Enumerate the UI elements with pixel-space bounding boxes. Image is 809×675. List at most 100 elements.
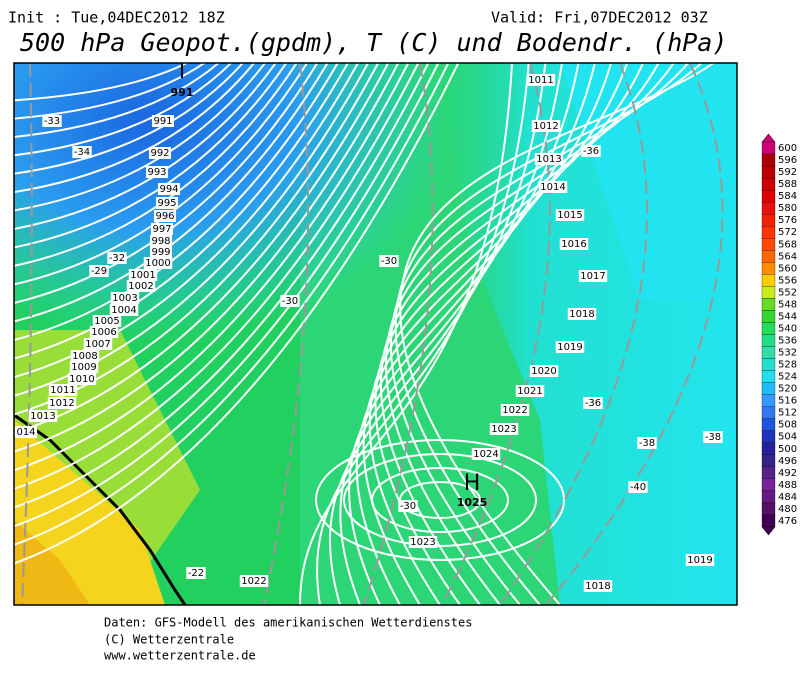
legend-swatch — [761, 394, 776, 407]
legend-swatch — [761, 298, 776, 311]
pressure-label-box — [92, 315, 122, 327]
pressure-label-box — [150, 223, 174, 235]
legend-swatch — [761, 418, 776, 431]
legend-swatch — [761, 382, 776, 395]
legend-swatch — [761, 514, 776, 528]
pressure-label-box — [149, 235, 173, 247]
isobar — [14, 63, 420, 490]
isobar — [399, 63, 716, 605]
pressure-label-box — [526, 74, 556, 86]
legend-swatch — [761, 165, 776, 179]
legend-label: 532 — [778, 348, 797, 359]
pressure-label: 1018 — [569, 309, 594, 320]
isobar — [14, 63, 450, 546]
pressure-label-box — [148, 147, 172, 159]
pressure-label: 999 — [151, 247, 170, 258]
isobar — [14, 63, 233, 157]
legend-label: 536 — [778, 335, 797, 346]
map-area: 9919929939949959969979989991000100110021… — [14, 59, 737, 605]
pressure-label-box — [529, 365, 559, 377]
legend-label: 488 — [778, 480, 797, 491]
pressure-label: 1020 — [531, 366, 556, 377]
legend-label: 596 — [778, 155, 797, 166]
legend-label: 600 — [778, 143, 797, 154]
pressure-label: 1011 — [50, 385, 75, 396]
pressure-label: 1007 — [85, 339, 110, 350]
pressure-label: 1019 — [687, 555, 712, 566]
center-symbol: T — [174, 59, 189, 84]
pressure-label: 1013 — [30, 411, 55, 422]
isotherm — [499, 63, 648, 605]
pressure-label: 995 — [157, 198, 176, 209]
center-label: 1025 — [457, 496, 488, 509]
legend-label: 508 — [778, 420, 797, 431]
legend-swatch — [761, 189, 776, 203]
legend-label: 476 — [778, 516, 797, 527]
temperature-label-box — [89, 265, 109, 277]
pressure-label: 992 — [150, 148, 169, 159]
legend-label: 564 — [778, 251, 797, 262]
temperature-label-box — [72, 146, 92, 158]
pressure-label-box — [531, 120, 561, 132]
legend-label: 544 — [778, 311, 797, 322]
legend-swatch — [761, 322, 776, 335]
temperature-label: -29 — [91, 266, 107, 277]
legend-label: 592 — [778, 167, 797, 178]
temperature-label-box — [107, 252, 127, 264]
pressure-label-box — [70, 350, 100, 362]
legend-label: 584 — [778, 191, 797, 202]
pressure-label-box — [555, 341, 585, 353]
temperature-label: -36 — [585, 398, 601, 409]
pressure-label: 1023 — [491, 424, 516, 435]
pressure-label: 1022 — [502, 405, 527, 416]
legend-swatch — [761, 466, 776, 479]
pressure-label: 997 — [152, 224, 171, 235]
temperature-label-box — [280, 295, 300, 307]
pressure-label: 1005 — [94, 316, 119, 327]
pressure-label: 1021 — [517, 386, 542, 397]
temperature-label-box — [703, 431, 723, 443]
legend-label: 528 — [778, 360, 797, 371]
pressure-label: 1015 — [557, 210, 582, 221]
isobar — [390, 63, 690, 605]
pressure-label-box — [151, 115, 175, 127]
pressure-label-box — [14, 426, 38, 438]
pressure-label: 1002 — [128, 281, 153, 292]
legend-swatch — [761, 478, 776, 492]
pressure-label: 991 — [153, 116, 172, 127]
isotherm — [363, 63, 434, 605]
pressure-label: 1004 — [111, 305, 136, 316]
isobar — [14, 63, 410, 472]
legend-cap — [761, 526, 776, 536]
isobar — [315, 439, 565, 561]
legend-swatch — [761, 153, 776, 167]
pressure-label: 1019 — [557, 342, 582, 353]
pressure-label-box — [149, 246, 173, 258]
legend-swatch — [761, 310, 776, 323]
pressure-label-box — [534, 153, 564, 165]
legend-label: 580 — [778, 203, 797, 214]
legend-swatch — [761, 430, 776, 443]
temperature-label: -40 — [630, 482, 646, 493]
pressure-label: 1023 — [410, 537, 435, 548]
title: 500 hPa Geopot.(gpdm), T (C) und Bodendr… — [20, 28, 727, 57]
pressure-label-box — [408, 536, 438, 548]
pressure-label: 998 — [151, 236, 170, 247]
isobar — [14, 63, 460, 565]
isobar — [14, 63, 360, 379]
pressure-label-box — [69, 361, 99, 373]
temperature-label-box — [583, 397, 603, 409]
legend-swatch — [761, 454, 776, 467]
isobar — [14, 63, 400, 453]
shade-northeast — [560, 63, 737, 300]
temperature-label: -33 — [44, 116, 60, 127]
legend-swatch — [761, 141, 776, 155]
pressure-label-box — [583, 580, 613, 592]
legend-swatch — [761, 262, 776, 275]
temperature-label: -30 — [400, 501, 416, 512]
pressure-label-box — [153, 210, 177, 222]
pressure-label: 1024 — [473, 449, 498, 460]
legend-label: 568 — [778, 239, 797, 250]
pressure-label-box — [145, 166, 169, 178]
